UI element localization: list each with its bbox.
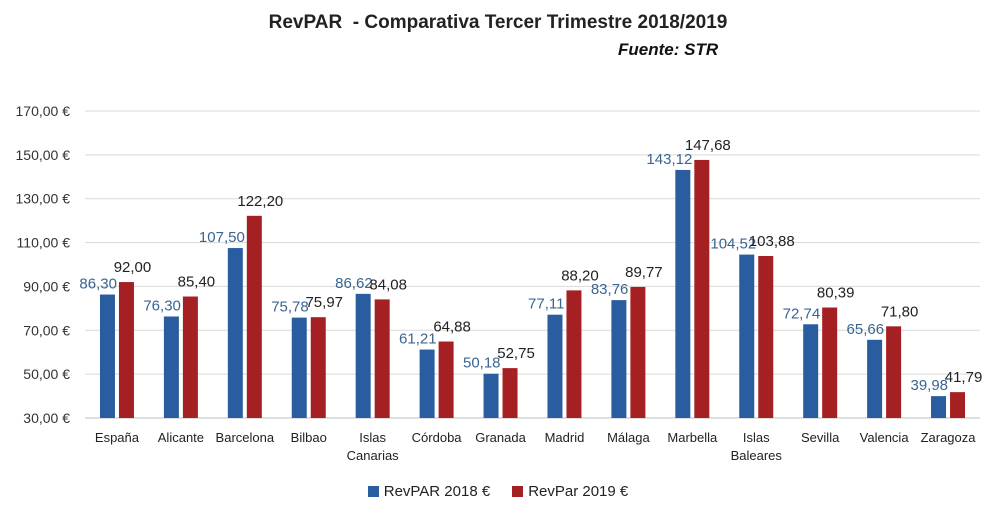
data-label-2019: 52,75 bbox=[497, 345, 535, 362]
data-label-2018: 83,76 bbox=[591, 281, 629, 298]
bar-2019 bbox=[310, 317, 326, 418]
bar-2018 bbox=[227, 248, 243, 418]
data-label-2018: 72,74 bbox=[783, 305, 821, 322]
bar-2019 bbox=[950, 392, 966, 418]
x-tick-label: Granada bbox=[475, 430, 526, 445]
data-label-2019: 75,97 bbox=[305, 294, 343, 311]
bar-2018 bbox=[163, 316, 179, 418]
data-label-2018: 65,66 bbox=[847, 321, 885, 338]
bar-2018 bbox=[291, 317, 307, 418]
data-label-2018: 107,50 bbox=[199, 229, 245, 246]
y-tick-label: 90,00 € bbox=[23, 278, 70, 294]
x-tick-label: Baleares bbox=[731, 448, 783, 463]
data-label-2019: 71,80 bbox=[881, 303, 919, 320]
legend: RevPAR 2018 € RevPar 2019 € bbox=[0, 483, 996, 500]
x-tick-label: Islas bbox=[743, 430, 770, 445]
bar-2018 bbox=[867, 339, 883, 418]
data-label-2018: 86,62 bbox=[335, 275, 373, 292]
x-tick-label: Alicante bbox=[158, 430, 204, 445]
x-tick-label: Madrid bbox=[545, 430, 585, 445]
bar-2019 bbox=[374, 299, 390, 418]
bar-2018 bbox=[99, 294, 115, 418]
data-label-2019: 88,20 bbox=[561, 267, 599, 284]
chart-subtitle: Fuente: STR bbox=[618, 40, 719, 59]
data-label-2019: 92,00 bbox=[114, 259, 152, 276]
bar-2019 bbox=[502, 368, 518, 418]
data-label-2019: 103,88 bbox=[749, 233, 795, 250]
data-label-2019: 85,40 bbox=[178, 274, 216, 291]
x-tick-label: Zaragoza bbox=[921, 430, 977, 445]
data-label-2019: 89,77 bbox=[625, 264, 663, 281]
data-label-2018: 75,78 bbox=[271, 299, 309, 316]
x-tick-label: Málaga bbox=[607, 430, 650, 445]
y-tick-label: 30,00 € bbox=[23, 410, 70, 426]
bar-2018 bbox=[547, 314, 563, 418]
y-tick-label: 130,00 € bbox=[16, 191, 71, 207]
y-tick-label: 50,00 € bbox=[23, 366, 70, 382]
data-label-2018: 76,30 bbox=[143, 297, 181, 314]
legend-label-2019: RevPar 2019 € bbox=[528, 483, 629, 500]
bar-2019 bbox=[694, 159, 710, 418]
data-label-2019: 122,20 bbox=[237, 193, 283, 210]
x-tick-label: Córdoba bbox=[412, 430, 463, 445]
bar-2019 bbox=[886, 326, 902, 418]
legend-item-2018: RevPAR 2018 € bbox=[367, 483, 491, 500]
bar-2018 bbox=[483, 373, 499, 418]
legend-item-2019: RevPar 2019 € bbox=[512, 483, 628, 500]
bar-2019 bbox=[566, 290, 582, 418]
bar-2018 bbox=[419, 349, 435, 418]
legend-label-2018: RevPAR 2018 € bbox=[383, 483, 491, 500]
y-tick-label: 150,00 € bbox=[16, 147, 71, 163]
bar-2019 bbox=[118, 282, 134, 418]
data-label-2018: 77,11 bbox=[528, 296, 564, 313]
bar-2019 bbox=[630, 286, 646, 418]
bar-2018 bbox=[355, 293, 371, 418]
bar-2019 bbox=[822, 307, 838, 418]
legend-swatch-2019 bbox=[512, 486, 524, 497]
chart-title: RevPAR - Comparativa Tercer Trimestre 20… bbox=[268, 12, 728, 33]
bar-2018 bbox=[931, 396, 947, 418]
x-tick-label: España bbox=[95, 430, 140, 445]
bar-2018 bbox=[611, 300, 627, 418]
bar-2019 bbox=[758, 255, 774, 418]
bar-2019 bbox=[182, 296, 198, 418]
legend-swatch-2018 bbox=[367, 486, 379, 497]
data-label-2019: 41,79 bbox=[945, 369, 983, 386]
data-label-2018: 61,21 bbox=[399, 331, 437, 348]
x-tick-label: Bilbao bbox=[291, 430, 327, 445]
data-label-2018: 39,98 bbox=[910, 377, 948, 394]
x-tick-label: Canarias bbox=[347, 448, 400, 463]
x-tick-label: Sevilla bbox=[801, 430, 840, 445]
y-tick-label: 70,00 € bbox=[23, 322, 70, 338]
bar-2019 bbox=[438, 341, 454, 418]
x-tick-label: Barcelona bbox=[216, 430, 275, 445]
data-label-2018: 86,30 bbox=[79, 276, 117, 293]
data-label-2019: 84,08 bbox=[369, 276, 407, 293]
data-label-2019: 80,39 bbox=[817, 285, 855, 302]
data-label-2018: 143,12 bbox=[646, 151, 692, 168]
bar-2018 bbox=[739, 254, 755, 418]
data-label-2018: 104,52 bbox=[710, 236, 756, 253]
data-label-2019: 147,68 bbox=[685, 137, 731, 154]
y-tick-label: 110,00 € bbox=[17, 235, 71, 251]
x-tick-label: Islas bbox=[359, 430, 386, 445]
bar-2018 bbox=[803, 324, 819, 418]
bar-2018 bbox=[675, 169, 691, 418]
data-label-2018: 50,18 bbox=[463, 355, 501, 372]
y-tick-label: 170,00 € bbox=[16, 103, 71, 119]
x-tick-label: Valencia bbox=[860, 430, 910, 445]
data-label-2019: 64,88 bbox=[433, 319, 471, 336]
bar-2019 bbox=[246, 215, 262, 418]
x-tick-label: Marbella bbox=[667, 430, 718, 445]
